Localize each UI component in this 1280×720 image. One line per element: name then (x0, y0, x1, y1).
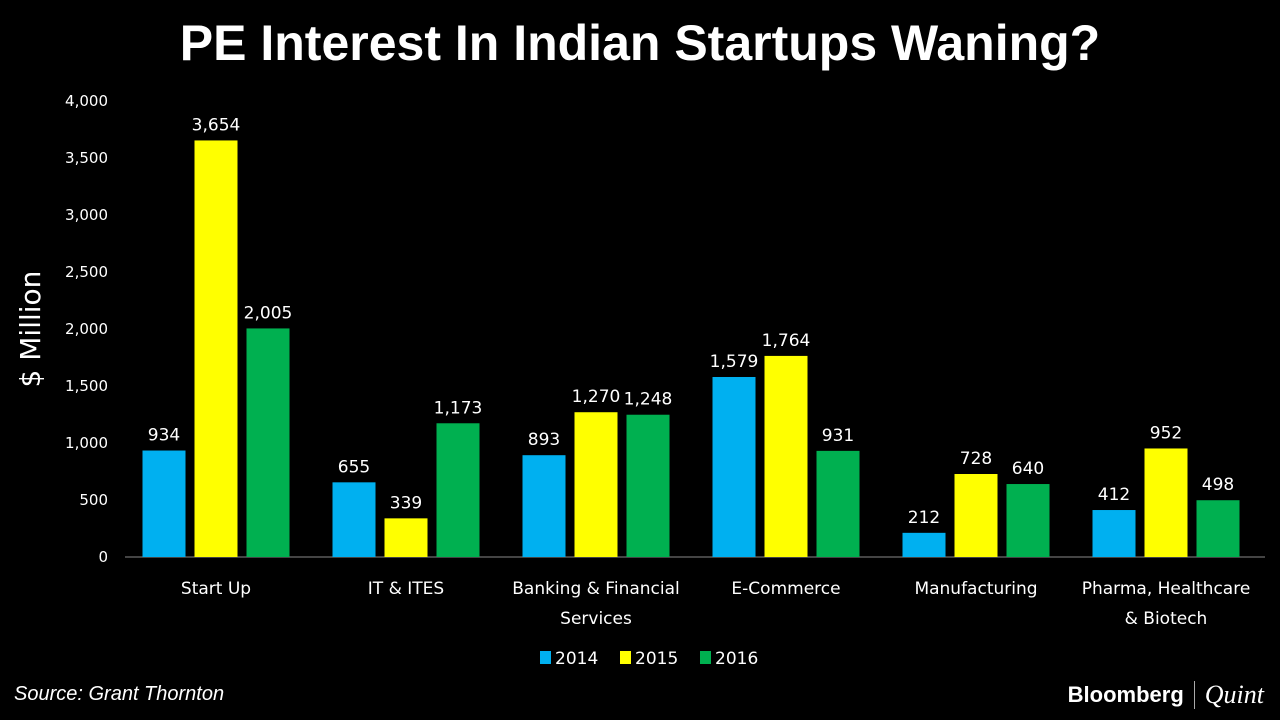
logo-divider (1193, 681, 1195, 709)
data-label: 893 (528, 430, 560, 450)
bar-2014 (902, 532, 946, 557)
category-label: Start Up (181, 579, 251, 599)
data-label: 655 (338, 457, 370, 477)
data-label: 2,005 (244, 303, 293, 323)
data-label: 952 (1150, 423, 1182, 443)
legend-swatch-2016 (700, 651, 711, 664)
y-tick-label: 2,000 (65, 320, 108, 338)
category-label: & Biotech (1125, 609, 1208, 629)
legend-label: 2015 (635, 649, 678, 669)
legend-swatch-2015 (620, 651, 631, 664)
bar-2014 (1092, 510, 1136, 557)
brand-logo: Bloomberg Quint (1068, 680, 1264, 710)
data-label: 931 (822, 426, 854, 446)
category-label: IT & ITES (368, 579, 444, 599)
data-label: 1,579 (710, 352, 759, 372)
y-tick-label: 3,500 (65, 149, 108, 167)
data-label: 412 (1098, 485, 1130, 505)
data-label: 728 (960, 449, 992, 469)
data-label: 1,764 (762, 331, 811, 351)
bar-2014 (712, 376, 756, 557)
data-label: 1,173 (434, 398, 483, 418)
y-tick-label: 1,000 (65, 434, 108, 452)
category-label: Services (560, 609, 632, 629)
data-label: 498 (1202, 475, 1234, 495)
category-label: Banking & Financial (512, 579, 680, 599)
data-label: 640 (1012, 459, 1044, 479)
category-label: Manufacturing (914, 579, 1037, 599)
y-tick-label: 4,000 (65, 92, 108, 110)
y-tick-label: 1,500 (65, 377, 108, 395)
data-label: 3,654 (192, 115, 241, 135)
chart-title: PE Interest In Indian Startups Waning? (179, 15, 1101, 71)
bar-2016 (246, 328, 290, 557)
y-tick-label: 3,000 (65, 206, 108, 224)
bar-2014 (142, 450, 186, 557)
data-label: 339 (390, 493, 422, 513)
legend-swatch-2014 (540, 651, 551, 664)
logo-bloomberg: Bloomberg (1067, 682, 1184, 707)
bar-2015 (384, 518, 428, 557)
logo-quint: Quint (1204, 680, 1264, 709)
y-axis-label: $ Million (14, 271, 47, 388)
bar-2016 (436, 423, 480, 557)
source-note: Source: Grant Thornton (14, 683, 225, 705)
y-tick-label: 500 (79, 491, 108, 509)
data-label: 1,270 (572, 387, 621, 407)
legend-label: 2016 (715, 649, 758, 669)
data-label: 934 (148, 426, 180, 446)
bar-2014 (522, 455, 566, 557)
bar-2016 (626, 414, 670, 557)
category-label: Pharma, Healthcare (1082, 579, 1251, 599)
bar-2015 (194, 140, 238, 557)
legend-label: 2014 (555, 649, 598, 669)
bar-2016 (1196, 500, 1240, 557)
bar-2016 (816, 450, 860, 557)
category-label: E-Commerce (731, 579, 840, 599)
bar-2015 (954, 474, 998, 557)
bar-2015 (1144, 448, 1188, 557)
y-tick-label: 0 (98, 548, 108, 566)
bar-2015 (574, 412, 618, 557)
bar-2016 (1006, 484, 1050, 557)
data-label: 1,248 (624, 390, 673, 410)
bar-2015 (764, 355, 808, 557)
data-label: 212 (908, 508, 940, 528)
y-tick-label: 2,500 (65, 263, 108, 281)
bar-2014 (332, 482, 376, 557)
